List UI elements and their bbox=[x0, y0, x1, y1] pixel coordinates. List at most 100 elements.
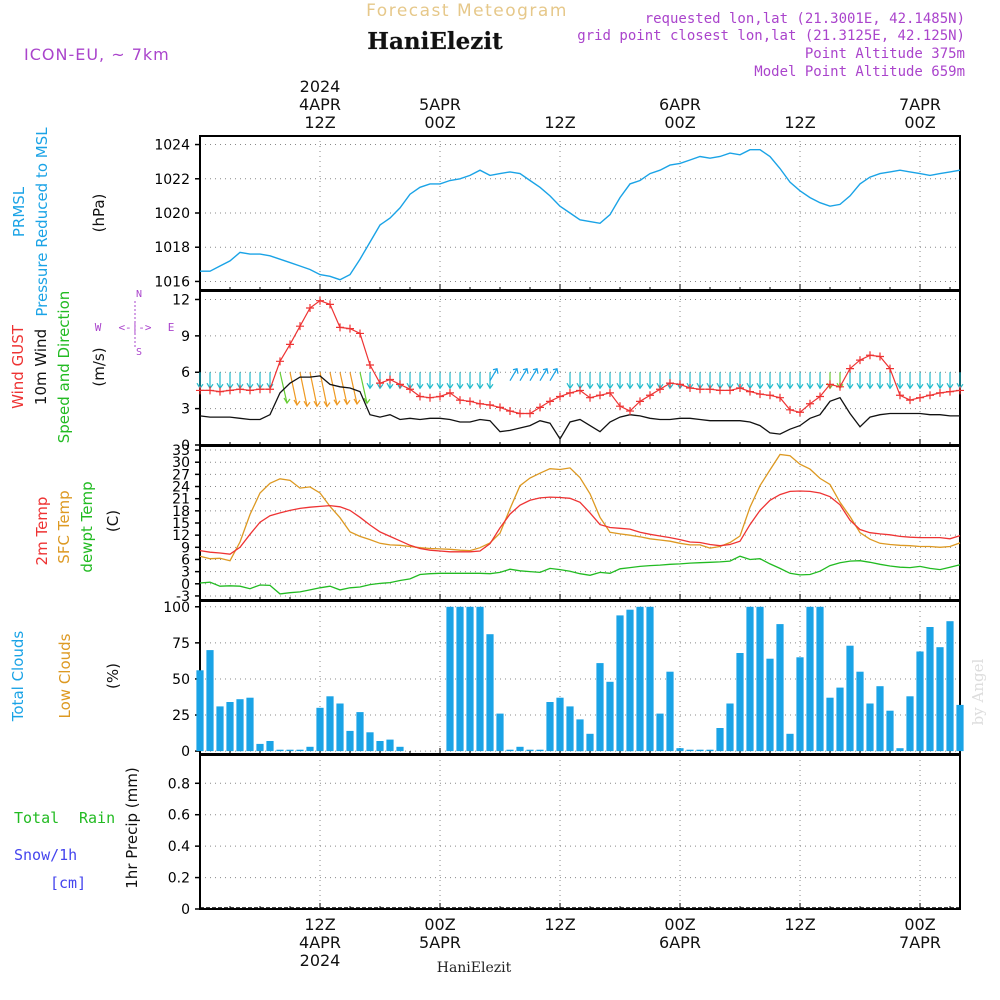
wind-arrow-head bbox=[566, 382, 574, 390]
gust-point bbox=[226, 386, 234, 395]
cloud-bar bbox=[556, 697, 564, 752]
wind-arrow-head bbox=[426, 382, 434, 390]
cloud-bar bbox=[256, 743, 264, 752]
cloud-bar bbox=[526, 749, 534, 752]
y-tick-label: 1018 bbox=[154, 240, 190, 256]
cloud-bar bbox=[326, 696, 334, 752]
y-tick-label: 1022 bbox=[154, 172, 190, 188]
wind-arrow bbox=[489, 368, 498, 382]
wind-arrow-head bbox=[303, 400, 311, 408]
model-altitude: Model Point Altitude 659m bbox=[754, 64, 965, 80]
wind-arrow-head bbox=[542, 367, 549, 374]
y-tick-label: 1024 bbox=[154, 138, 190, 154]
cloud-bar bbox=[886, 710, 894, 752]
gust-point bbox=[616, 402, 624, 411]
wind-arrow-head bbox=[876, 382, 884, 390]
time-axis-label: 00Z bbox=[424, 113, 455, 132]
gust-markers bbox=[196, 296, 964, 418]
wind-arrow-head bbox=[856, 382, 864, 390]
cloud-bar bbox=[336, 703, 344, 752]
wind-arrow-head bbox=[636, 382, 644, 390]
time-axis-label: 12Z bbox=[544, 915, 575, 934]
cloud-bar bbox=[606, 681, 614, 752]
cloud-bar bbox=[646, 606, 654, 752]
wind-arrow bbox=[529, 368, 538, 382]
cloud-bar bbox=[756, 606, 764, 752]
cloud-bar bbox=[206, 650, 214, 752]
wind-arrow-head bbox=[522, 367, 529, 374]
wind-arrow bbox=[349, 372, 358, 405]
wind-arrow-head bbox=[446, 382, 454, 390]
sfc-temp-label: SFC Temp bbox=[55, 490, 73, 563]
gust-point bbox=[526, 409, 534, 418]
cloud-bar bbox=[656, 713, 664, 752]
gust-point bbox=[956, 386, 964, 395]
wind-arrow bbox=[539, 368, 548, 382]
gust-point bbox=[386, 375, 394, 384]
cloud-bar bbox=[596, 663, 604, 752]
wind-arrow-head bbox=[293, 399, 301, 407]
y-tick-label: 33 bbox=[172, 443, 190, 459]
precip-labels: Total Rain Snow/1h [cm] 1hr Precip (mm) bbox=[14, 767, 141, 892]
y-tick-label: 6 bbox=[181, 365, 190, 381]
cloud-bar bbox=[466, 606, 474, 752]
cloud-bar bbox=[226, 702, 234, 752]
cloud-bar bbox=[266, 741, 274, 752]
gust-point bbox=[246, 386, 254, 395]
percent-unit-label: (%) bbox=[104, 663, 122, 689]
cloud-bar bbox=[386, 739, 394, 752]
cloud-bar bbox=[696, 749, 704, 752]
cloud-bar bbox=[946, 621, 954, 752]
precip-unit-label: 1hr Precip (mm) bbox=[123, 767, 141, 888]
gust-point bbox=[696, 385, 704, 394]
wind-arrow bbox=[509, 368, 518, 382]
wind-arrow-head bbox=[586, 382, 594, 390]
wind-arrow-head bbox=[936, 382, 944, 390]
cloud-bar bbox=[446, 606, 454, 752]
gust-point bbox=[846, 364, 854, 373]
gust-point bbox=[426, 393, 434, 402]
total-clouds-label: Total Clouds bbox=[9, 631, 27, 723]
gust-point bbox=[736, 384, 744, 393]
gust-point bbox=[716, 386, 724, 395]
gust-point bbox=[206, 386, 214, 395]
wind-arrow-head bbox=[626, 382, 634, 390]
wind-arrow-head bbox=[512, 367, 519, 374]
cloud-bar bbox=[816, 606, 824, 752]
gust-point bbox=[816, 392, 824, 401]
gust-point bbox=[486, 400, 494, 409]
gust-point bbox=[906, 396, 914, 405]
time-axis-label: 4APR bbox=[299, 933, 341, 952]
gust-point bbox=[276, 357, 284, 366]
gust-point bbox=[456, 396, 464, 405]
wind-arrow-head bbox=[532, 367, 539, 374]
low-clouds-label: Low Clouds bbox=[56, 633, 74, 718]
gust-point bbox=[756, 390, 764, 399]
temp2m-label: 2m Temp bbox=[33, 497, 51, 566]
gust-point bbox=[196, 386, 204, 395]
gust-point bbox=[436, 392, 444, 401]
gust-point bbox=[926, 391, 934, 400]
cloud-bar bbox=[366, 732, 374, 752]
gust-point bbox=[796, 408, 804, 417]
cloud-bar bbox=[846, 645, 854, 752]
panel-frame bbox=[199, 754, 961, 910]
cloud-bar bbox=[246, 697, 254, 752]
y-tick-label: 21 bbox=[172, 492, 190, 508]
wind-arrow-head bbox=[816, 382, 824, 390]
wind-arrow-head bbox=[436, 382, 444, 390]
y-tick-label: 75 bbox=[172, 636, 190, 652]
wind-arrow-head bbox=[476, 382, 484, 390]
gust-point bbox=[356, 329, 364, 338]
cloud-bar bbox=[636, 606, 644, 752]
wind-arrow-head bbox=[606, 382, 614, 390]
footer-credit: HaniElezit bbox=[437, 960, 512, 976]
cloud-bar bbox=[286, 749, 294, 752]
time-axis-label: 2024 bbox=[300, 77, 341, 96]
gust-point bbox=[556, 392, 564, 401]
cloud-bar bbox=[926, 627, 934, 752]
time-axis-label: 00Z bbox=[664, 915, 695, 934]
wind-arrow-head bbox=[846, 382, 854, 390]
gust-point bbox=[476, 399, 484, 408]
gust-point bbox=[916, 393, 924, 402]
